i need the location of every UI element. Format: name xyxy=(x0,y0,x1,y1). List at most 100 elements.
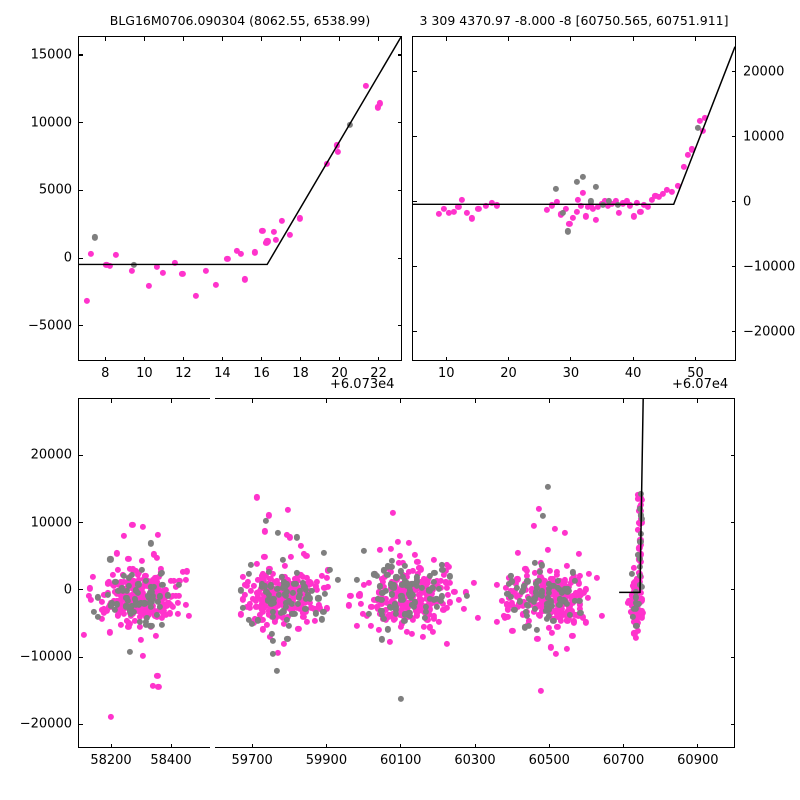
data-point-season-2023 xyxy=(384,563,392,570)
data-point-season-2023 xyxy=(354,622,361,629)
data-point-primary xyxy=(112,251,120,259)
data-point-season-2023 xyxy=(371,596,378,603)
data-point-season-2022 xyxy=(274,602,281,609)
data-point-season-2018 xyxy=(182,576,190,583)
data-point-season-2023 xyxy=(345,602,352,609)
data-point-season-2018 xyxy=(150,551,157,558)
data-point-season-2022 xyxy=(238,611,245,618)
data-point-season-2023 xyxy=(384,571,391,578)
data-point-season-2018 xyxy=(145,592,152,599)
data-point-season-2024 xyxy=(553,598,560,605)
data-point-season-2024 xyxy=(577,588,584,595)
data-point-season-2022 xyxy=(293,574,300,581)
data-point-season-2024 xyxy=(546,590,553,597)
data-point-secondary xyxy=(347,121,354,129)
data-point-season-2025-event xyxy=(634,612,641,619)
data-point-season-2022 xyxy=(253,561,261,568)
data-point-season-2023 xyxy=(407,586,414,594)
data-point-season-2024 xyxy=(526,622,533,629)
data-point-season-2025-event xyxy=(637,490,644,498)
data-point-season-2018 xyxy=(141,600,148,607)
data-point-season-2024 xyxy=(548,629,555,637)
data-point-season-2018 xyxy=(159,581,166,588)
x-tick-label: 60700 xyxy=(602,753,645,768)
top-right-model-curve xyxy=(413,46,736,206)
data-point-season-2024 xyxy=(516,598,523,605)
data-point-season-2024 xyxy=(493,581,500,588)
data-point-season-2023 xyxy=(389,558,396,565)
data-point-season-2022 xyxy=(307,580,314,587)
data-point-season-2022 xyxy=(253,494,260,501)
data-point-season-2022 xyxy=(246,600,253,607)
data-point-season-2023 xyxy=(391,600,398,607)
data-point-season-2018 xyxy=(131,581,138,588)
data-point-season-2024 xyxy=(598,612,605,619)
data-point-season-2018 xyxy=(139,653,146,660)
data-point-season-2022 xyxy=(267,633,274,640)
data-point-season-2023 xyxy=(440,606,447,614)
data-point-season-2018 xyxy=(131,617,138,624)
data-point-season-2022 xyxy=(300,573,307,580)
top-left-panel[interactable] xyxy=(78,36,402,361)
data-point-season-2023 xyxy=(367,622,375,629)
data-point-season-2024 xyxy=(579,614,587,621)
data-point-season-2022 xyxy=(261,528,269,535)
bottom-panel-right-segment[interactable] xyxy=(215,398,735,748)
data-point-season-2022 xyxy=(276,596,284,603)
data-point-season-2023 xyxy=(433,577,440,584)
data-point-season-2018 xyxy=(139,523,147,530)
data-point-primary xyxy=(589,206,597,213)
y-tick-label: −5000 xyxy=(28,318,72,334)
data-point-season-2024 xyxy=(542,607,549,614)
data-point-primary xyxy=(575,197,582,204)
data-point-season-2022 xyxy=(255,617,262,624)
data-point-season-2024 xyxy=(504,606,511,613)
data-point-season-2023 xyxy=(429,584,436,592)
data-point-season-2022 xyxy=(286,534,293,541)
data-point-season-2025-event xyxy=(635,544,642,551)
data-point-season-2024 xyxy=(549,602,556,610)
data-point-primary xyxy=(251,249,258,256)
data-point-season-2018 xyxy=(129,521,136,528)
data-point-season-2023 xyxy=(378,597,385,604)
data-point-season-2018 xyxy=(117,597,124,604)
data-point-season-2022 xyxy=(284,636,291,643)
data-point-season-2022 xyxy=(241,591,248,598)
top-right-panel[interactable] xyxy=(412,36,736,361)
bottom-panel-left-segment[interactable] xyxy=(78,398,210,748)
data-point-season-2024 xyxy=(538,587,545,595)
data-point-season-2022 xyxy=(296,592,303,599)
data-point-season-2022 xyxy=(253,603,260,611)
data-point-season-2022 xyxy=(283,531,291,538)
data-point-season-2018 xyxy=(104,579,111,587)
data-point-season-2024 xyxy=(524,602,531,610)
bottom-right-plot-area xyxy=(215,399,734,747)
data-point-season-2022 xyxy=(280,621,287,628)
data-point-season-2018 xyxy=(153,585,160,592)
data-point-primary xyxy=(652,193,659,200)
data-point-primary xyxy=(469,215,476,222)
data-point-season-2018 xyxy=(123,617,131,625)
data-point-season-2024 xyxy=(535,611,542,618)
data-point-season-2023 xyxy=(421,615,428,622)
data-point-primary xyxy=(159,269,167,276)
data-point-season-2023 xyxy=(442,568,449,575)
data-point-season-2024 xyxy=(513,584,520,591)
data-point-season-2022 xyxy=(269,609,276,616)
x-tick-label: 59700 xyxy=(231,753,273,768)
data-point-primary xyxy=(548,202,556,209)
data-point-season-2022 xyxy=(297,602,304,610)
data-point-season-2023 xyxy=(398,606,405,613)
data-point-season-2023 xyxy=(405,539,412,546)
data-point-season-2018 xyxy=(116,609,123,616)
data-point-season-2024 xyxy=(565,587,572,594)
y-tick-label: 20000 xyxy=(30,447,72,463)
data-point-season-2018 xyxy=(134,589,141,596)
data-point-season-2018 xyxy=(110,582,117,589)
data-point-season-2023 xyxy=(404,605,411,612)
data-point-season-2023 xyxy=(378,611,385,618)
data-point-season-2018 xyxy=(125,583,132,590)
data-point-season-2024 xyxy=(523,612,530,620)
data-point-season-2023 xyxy=(397,696,405,703)
